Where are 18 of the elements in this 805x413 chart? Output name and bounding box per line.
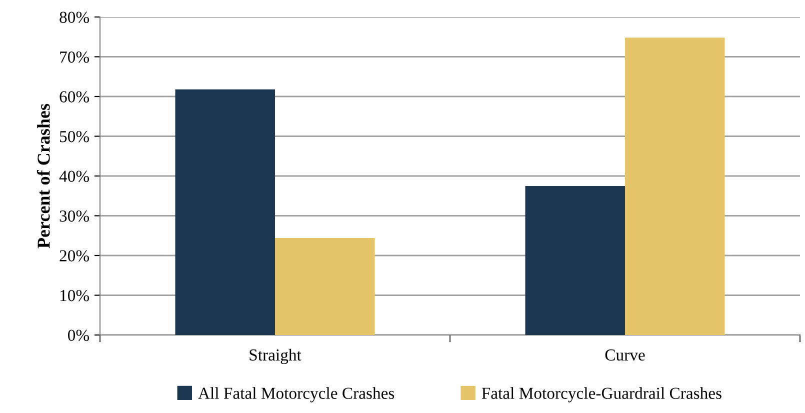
y-tick-label: 50% — [60, 130, 90, 142]
x-tick-label: Curve — [605, 349, 645, 361]
y-tick-label: 30% — [60, 210, 90, 222]
bar — [175, 89, 275, 335]
y-tick-label: 40% — [59, 170, 90, 182]
y-tick-label: 70% — [60, 51, 90, 63]
y-tick-label: 80% — [60, 12, 90, 23]
legend-label: Fatal Motorcycle-Guardrail Crashes — [482, 387, 722, 402]
x-tick-label: Straight — [250, 348, 302, 364]
bar — [625, 38, 725, 335]
legend-label: All Fatal Motorcycle Crashes — [198, 387, 394, 402]
y-tick-label: 0% — [68, 330, 90, 341]
bar — [275, 238, 375, 335]
y-tick-label: 10% — [60, 290, 90, 302]
y-axis-title: Percent of Crashes — [36, 104, 50, 248]
y-tick-label: 20% — [60, 250, 90, 262]
bar — [525, 186, 625, 335]
y-tick-label: 60% — [60, 91, 90, 102]
